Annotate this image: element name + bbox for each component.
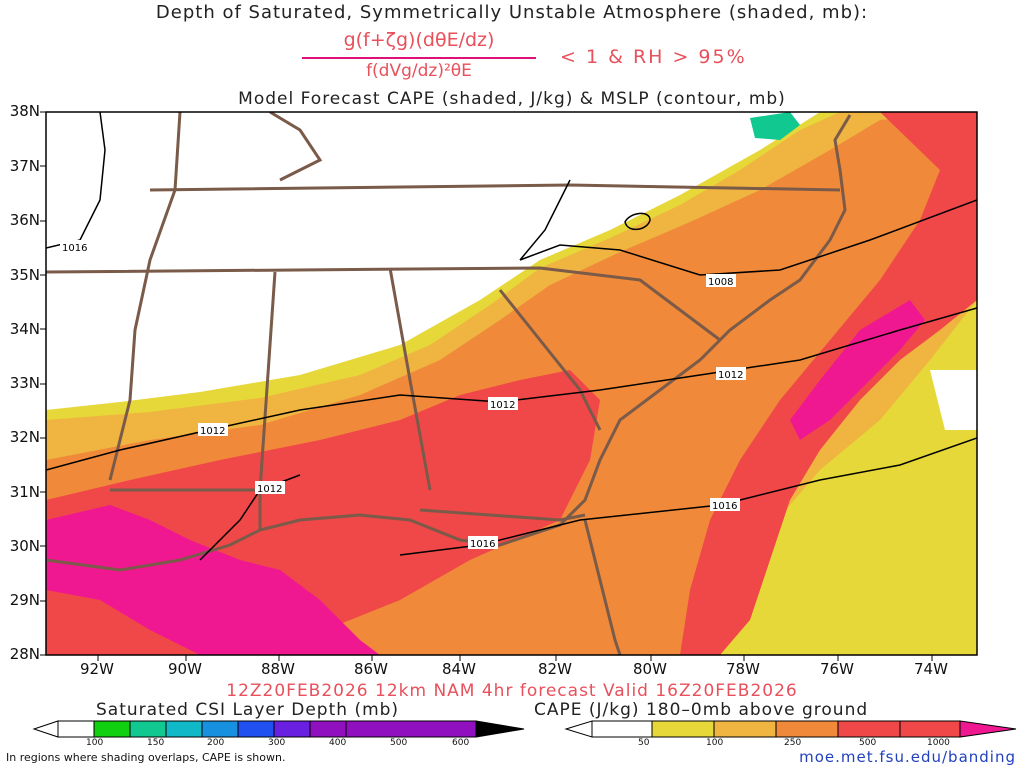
contour-label: 1016 (62, 243, 87, 254)
legend-csi-bar (32, 720, 525, 738)
legend-cape-tick: 50 (638, 738, 650, 748)
contour-label: 1012 (257, 484, 282, 495)
csi-patch (750, 112, 800, 140)
shading-layer (46, 112, 977, 655)
lat-label: 31N (9, 483, 40, 501)
lat-label: 28N (9, 645, 40, 663)
coastline (46, 114, 852, 572)
lon-label: 84W (442, 660, 476, 678)
axis-ticks (40, 111, 933, 661)
boundary-layer (46, 112, 852, 655)
contour-label: 1016 (470, 539, 495, 550)
lon-label: 90W (168, 660, 202, 678)
legend-cape-tick: 500 (859, 738, 877, 748)
lat-label: 29N (9, 591, 40, 609)
formula-denominator: f(dVg/dz)²θE (366, 61, 472, 81)
state-line-ga-sc (498, 289, 602, 431)
state-line-south (46, 266, 721, 342)
legend-csi-title: Saturated CSI Layer Depth (mb) (96, 700, 400, 720)
legend-cape-tick: 100 (706, 738, 724, 748)
legend-cape-tick: 250 (784, 738, 802, 748)
lat-label: 36N (9, 211, 40, 229)
formula-condition: < 1 & RH > 95% (560, 46, 747, 68)
valid-time-line: 12Z20FEB2026 12km NAM 4hr forecast Valid… (226, 681, 798, 701)
legend-cape-title: CAPE (J/kg) 180–0mb above ground (534, 700, 869, 720)
legend-csi-tick: 600 (452, 738, 470, 748)
lat-label: 38N (9, 102, 40, 120)
lat-label: 33N (9, 374, 40, 392)
contour-label: 1016 (712, 501, 737, 512)
lat-label: 37N (9, 157, 40, 175)
legend-csi-tick: 100 (86, 738, 104, 748)
legend-csi-tick: 150 (147, 738, 165, 748)
contour-label: 1012 (490, 400, 515, 411)
contour-label: 1008 (708, 277, 733, 288)
legend-cape-tick: 1000 (927, 738, 950, 748)
cape-gap-atlantic (930, 370, 977, 430)
mslp-closed-contour (624, 212, 651, 231)
lat-label: 34N (9, 320, 40, 338)
mississippi-river (108, 112, 182, 481)
contour-label: 1012 (200, 426, 225, 437)
lat-label: 35N (9, 266, 40, 284)
credit-link[interactable]: moe.met.fsu.edu/banding (799, 748, 1016, 766)
lon-label: 78W (726, 660, 760, 678)
state-line-tn (149, 183, 841, 192)
florida-coast (583, 519, 622, 655)
lon-label: 92W (80, 660, 114, 678)
formula-numerator: g(f+ζg)(dθE/dz) (343, 29, 495, 51)
legend-csi-tick: 300 (268, 738, 286, 748)
cape-1000-region (46, 505, 380, 655)
legend-csi-tick: 500 (390, 738, 408, 748)
formula-fraction-bar (302, 57, 536, 59)
legend-csi-tick: 400 (329, 738, 347, 748)
mslp-1008 (519, 199, 977, 276)
lon-label: 76W (820, 660, 854, 678)
state-line-ky (269, 112, 323, 182)
cape-1000-region-atlantic (790, 300, 925, 440)
lat-label: 30N (9, 537, 40, 555)
lon-label: 82W (538, 660, 572, 678)
title-line-1: Depth of Saturated, Symmetrically Unstab… (155, 2, 869, 23)
state-line-al-ga (388, 267, 432, 491)
legend-csi-tick: 200 (207, 738, 225, 748)
title-line-3: Model Forecast CAPE (shaded, J/kg) & MSL… (238, 89, 786, 109)
footnote: In regions where shading overlaps, CAPE … (6, 751, 286, 764)
lat-label: 32N (9, 428, 40, 446)
mslp-1012-low (519, 179, 571, 261)
lon-label: 74W (914, 660, 948, 678)
contour-label: 1012 (718, 370, 743, 381)
state-line-ga-fl (419, 508, 586, 522)
lon-label: 88W (261, 660, 295, 678)
lon-label: 80W (633, 660, 667, 678)
legend-cape-bar (564, 720, 1017, 738)
contour-labels: 1016 1008 1012 1012 1012 1012 1016 1016 (60, 240, 746, 550)
lon-label: 86W (354, 660, 388, 678)
